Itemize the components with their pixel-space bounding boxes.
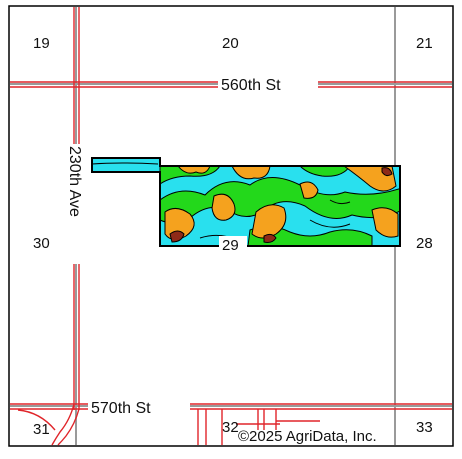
field-boundary[interactable] — [91, 157, 401, 247]
road-label-560th-st: 560th St — [221, 77, 281, 94]
copyright-text: ©2025 AgriData, Inc. — [238, 428, 377, 445]
road-label-230th-ave: 230th Ave — [66, 146, 83, 217]
section-30-label: 30 — [33, 235, 50, 252]
section-28-label: 28 — [416, 235, 433, 252]
section-labels: 19 20 21 30 29 28 31 32 33 — [33, 35, 433, 438]
section-29-label: 29 — [222, 237, 239, 254]
section-20-label: 20 — [222, 35, 239, 52]
section-31-label: 31 — [33, 421, 50, 438]
section-21-label: 21 — [416, 35, 433, 52]
section-33-label: 33 — [416, 419, 433, 436]
road-label-570th-st: 570th St — [91, 400, 151, 417]
section-19-label: 19 — [33, 35, 50, 52]
section-32-label: 32 — [222, 419, 239, 436]
